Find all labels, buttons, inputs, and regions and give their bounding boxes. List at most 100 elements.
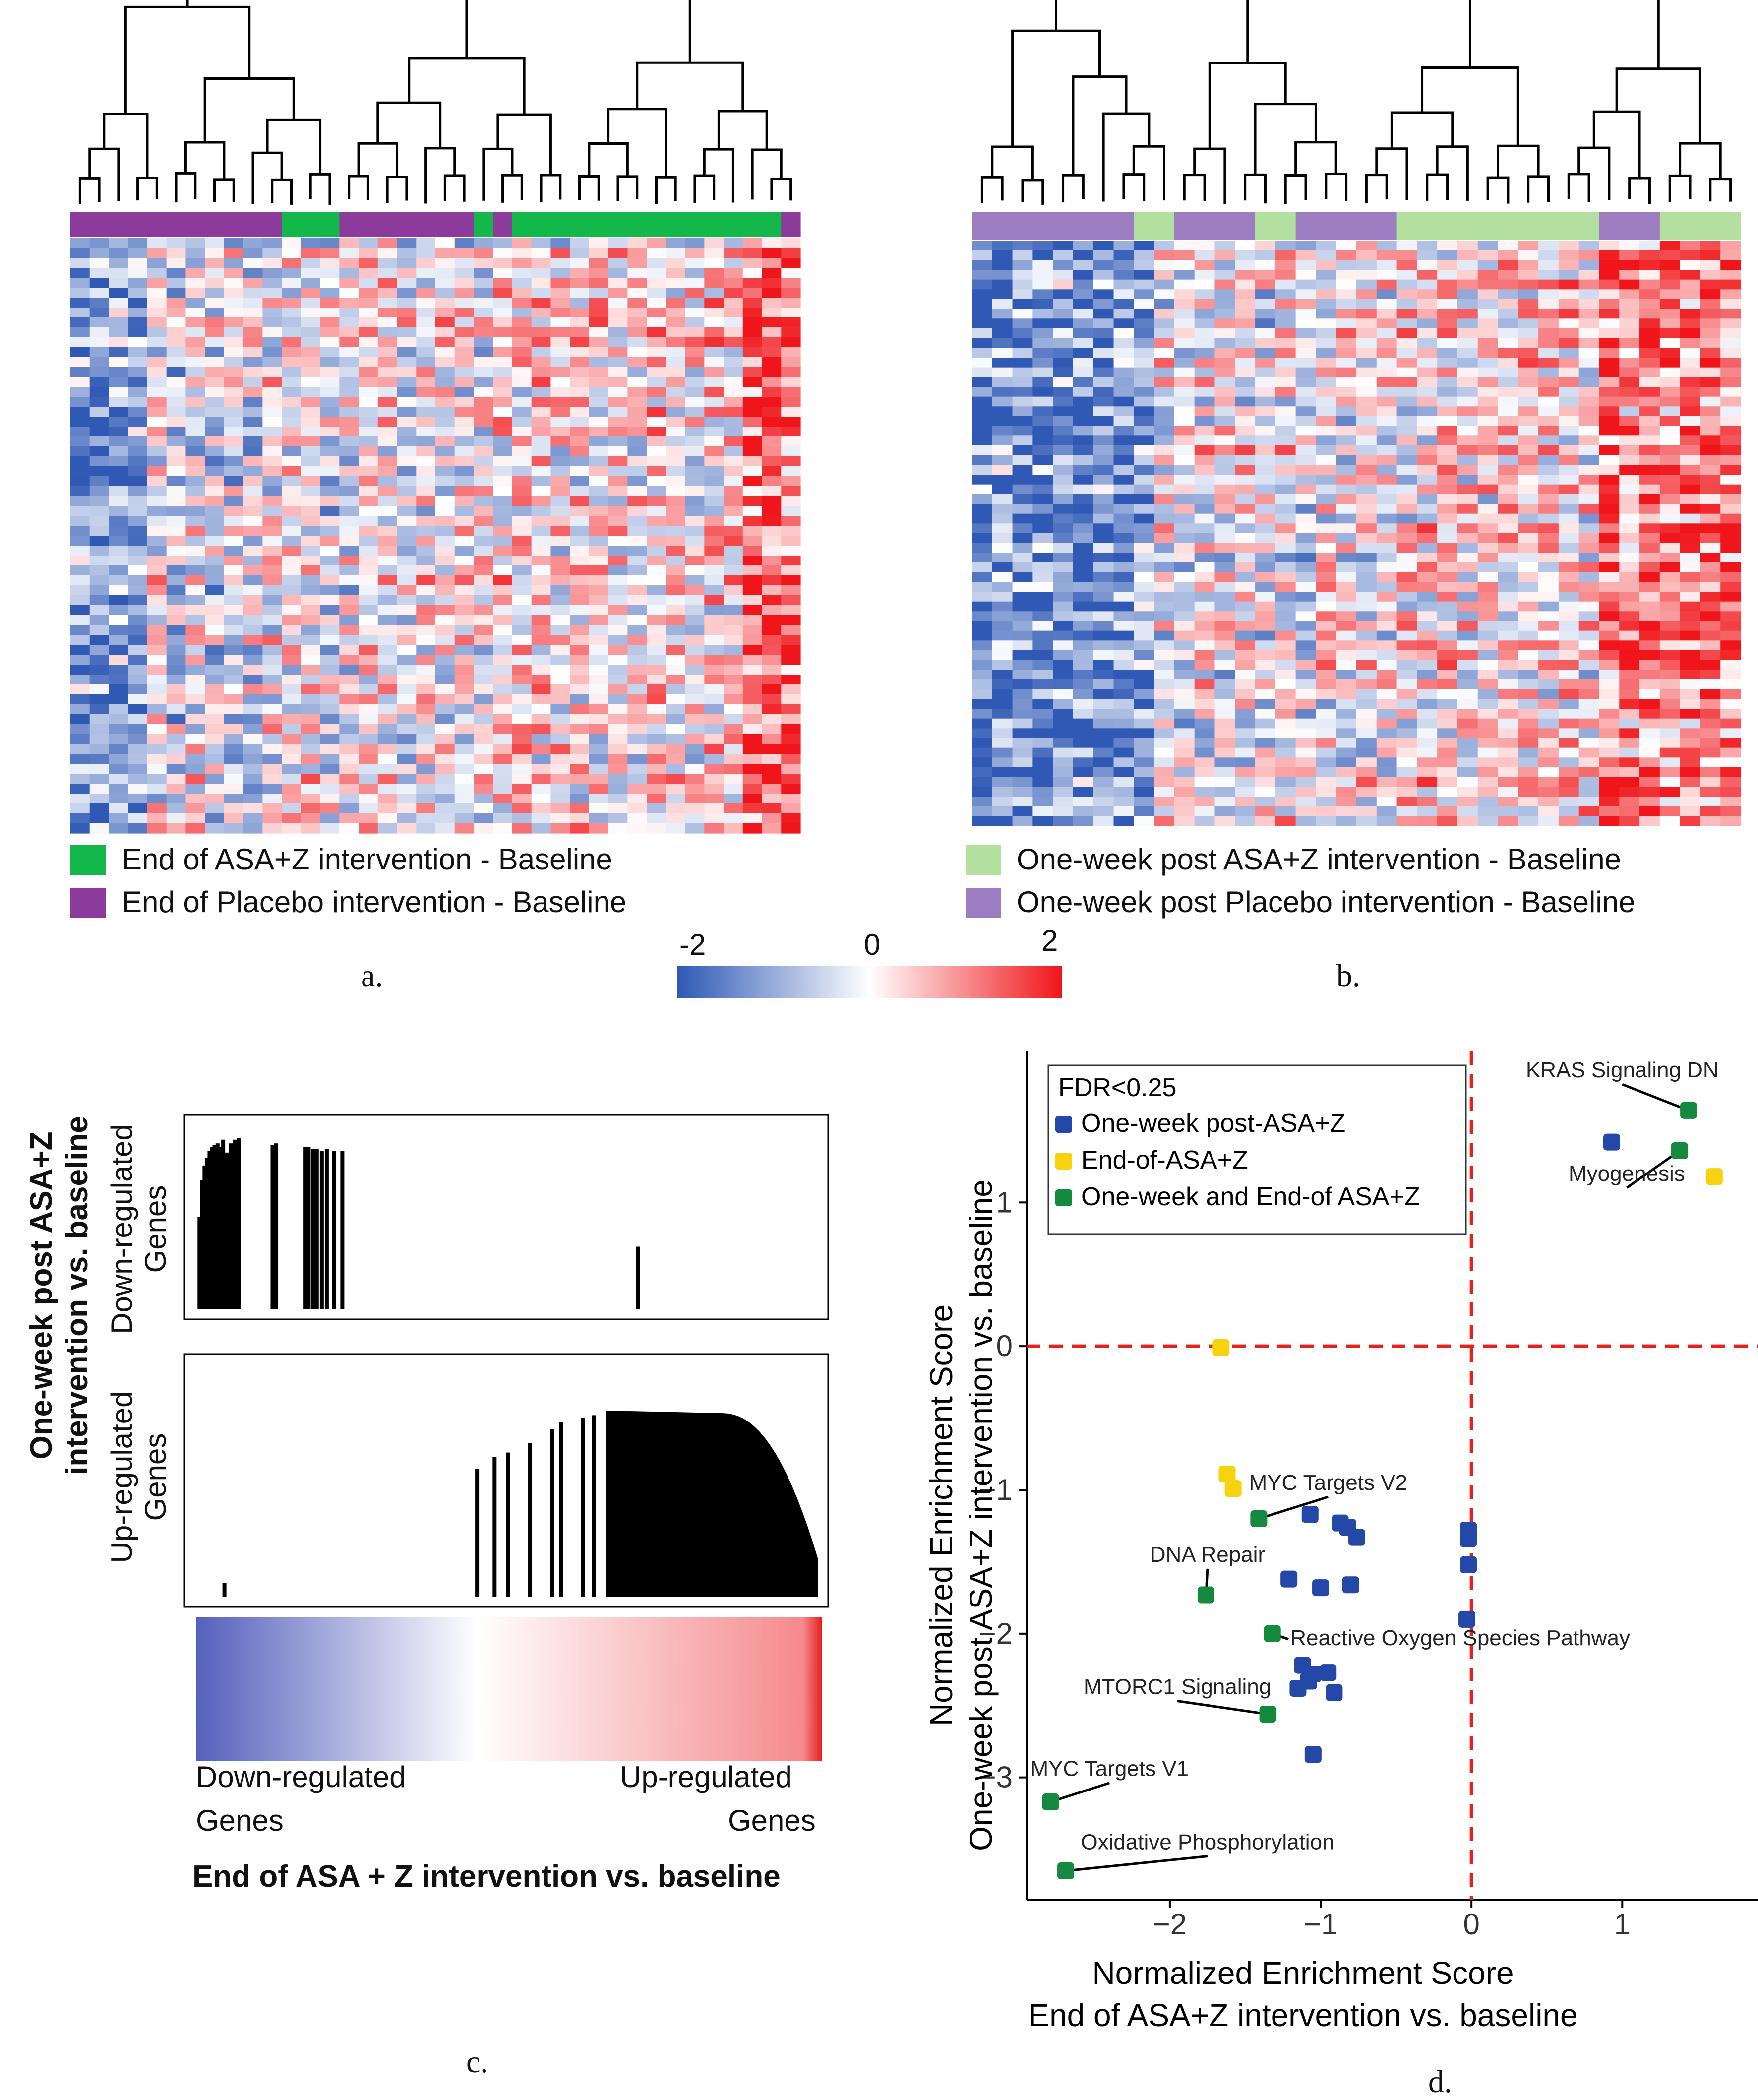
heatmap-cell: [1174, 241, 1195, 251]
heatmap-cell: [1680, 592, 1701, 602]
heatmap-cell: [608, 655, 628, 665]
heatmap-cell: [1154, 806, 1175, 816]
heatmap-cell: [1316, 260, 1336, 270]
heatmap-cell: [1194, 513, 1215, 524]
heatmap-cell: [1174, 718, 1195, 729]
heatmap-cell: [512, 308, 532, 318]
heatmap-cell: [1659, 328, 1681, 339]
heatmap-cell: [339, 764, 359, 774]
heatmap-cell: [1700, 484, 1721, 494]
heatmap-cell: [666, 436, 686, 447]
heatmap-cell: [1376, 777, 1397, 787]
heatmap-cell: [262, 278, 282, 288]
heatmap-cell: [1073, 592, 1094, 602]
heatmap-cell: [359, 268, 378, 278]
heatmap-cell: [1174, 338, 1195, 348]
heatmap-cell: [589, 466, 609, 477]
heatmap-cell: [1680, 718, 1701, 729]
heatmap-cell: [1437, 816, 1458, 826]
heatmap-cell: [89, 655, 110, 665]
heatmap-cell: [1619, 377, 1640, 387]
panel-c-x-right-line2: Genes: [728, 1804, 816, 1837]
heatmap-cell: [1457, 338, 1478, 348]
heatmap-cell: [416, 684, 436, 695]
heatmap-cell: [301, 546, 321, 556]
heatmap-cell: [1235, 484, 1256, 494]
heatmap-cell: [454, 317, 475, 328]
heatmap-cell: [339, 367, 359, 377]
heatmap-cell: [70, 774, 90, 784]
heatmap-cell: [1012, 553, 1033, 563]
heatmap-cell: [1174, 699, 1195, 709]
heatmap-cell: [1113, 465, 1134, 475]
heatmap-cell: [416, 387, 436, 397]
heatmap-cell: [1619, 406, 1640, 417]
heatmap-cell: [742, 377, 763, 387]
heatmap-cell: [1053, 533, 1074, 544]
heatmap-cell: [685, 248, 705, 258]
heatmap-cell: [1154, 435, 1175, 446]
heatmap-cell: [1255, 513, 1276, 524]
heatmap-cell: [762, 823, 782, 834]
heatmap-cell: [704, 407, 724, 417]
heatmap-cell: [1174, 289, 1195, 300]
heatmap-cell: [762, 655, 782, 665]
heatmap-cell: [89, 298, 110, 308]
heatmap-cell: [1417, 757, 1438, 768]
heatmap-cell: [781, 625, 801, 635]
heatmap-cell: [570, 367, 590, 377]
heatmap-cell: [704, 684, 724, 695]
heatmap-cell: [1720, 787, 1741, 797]
heatmap-cell: [1639, 260, 1660, 270]
heatmap-cell: [1316, 348, 1336, 358]
heatmap-cell: [1093, 630, 1114, 641]
heatmap-cell: [1396, 660, 1417, 670]
heatmap-cell: [224, 744, 244, 754]
heatmap-cell: [185, 427, 205, 437]
heatmap-cell: [1538, 747, 1559, 758]
heatmap-cell: [320, 308, 340, 318]
heatmap-cell: [589, 397, 609, 407]
heatmap-cell: [1700, 797, 1721, 807]
heatmap-cell: [724, 754, 743, 764]
heatmap-cell: [147, 526, 167, 536]
heatmap-cell: [1518, 592, 1539, 602]
heatmap-cell: [224, 486, 244, 496]
heatmap-cell: [147, 565, 167, 576]
heatmap-cell: [1457, 387, 1478, 397]
scatter-point: [1312, 1579, 1330, 1597]
group-strip-cell: [512, 212, 532, 237]
heatmap-cell: [1599, 806, 1620, 816]
heatmap-cell: [377, 456, 398, 467]
heatmap-cell: [1093, 513, 1114, 524]
heatmap-cell: [1558, 318, 1579, 329]
heatmap-cell: [377, 397, 398, 407]
heatmap-cell: [493, 645, 513, 655]
heatmap-cell: [1558, 416, 1579, 427]
heatmap-cell: [435, 298, 455, 308]
heatmap-cell: [685, 714, 705, 725]
heatmap-cell: [1275, 630, 1296, 641]
heatmap-cell: [724, 456, 743, 467]
heatmap-cell: [1639, 621, 1660, 631]
dendrogram-branch: [991, 145, 1034, 180]
heatmap-cell: [320, 694, 340, 705]
heatmap-cell: [1154, 328, 1175, 339]
heatmap-cell: [1154, 670, 1175, 680]
heatmap-cell: [128, 635, 148, 645]
heatmap-cell: [205, 774, 225, 784]
heatmap-cell: [397, 565, 417, 576]
heatmap-cell: [1113, 358, 1134, 368]
heatmap-cell: [1255, 767, 1276, 778]
heatmap-cell: [724, 684, 743, 695]
heatmap-cell: [724, 436, 743, 447]
heatmap-cell: [262, 813, 282, 824]
heatmap-cell: [1538, 377, 1559, 387]
dendrogram-branch: [1527, 175, 1550, 203]
heatmap-cell: [377, 486, 398, 496]
heatmap-cell: [531, 238, 551, 248]
heatmap-cell: [128, 784, 148, 794]
heatmap-cell: [666, 585, 686, 596]
heatmap-cell: [282, 764, 302, 774]
annotation-leader: [1050, 1782, 1110, 1803]
